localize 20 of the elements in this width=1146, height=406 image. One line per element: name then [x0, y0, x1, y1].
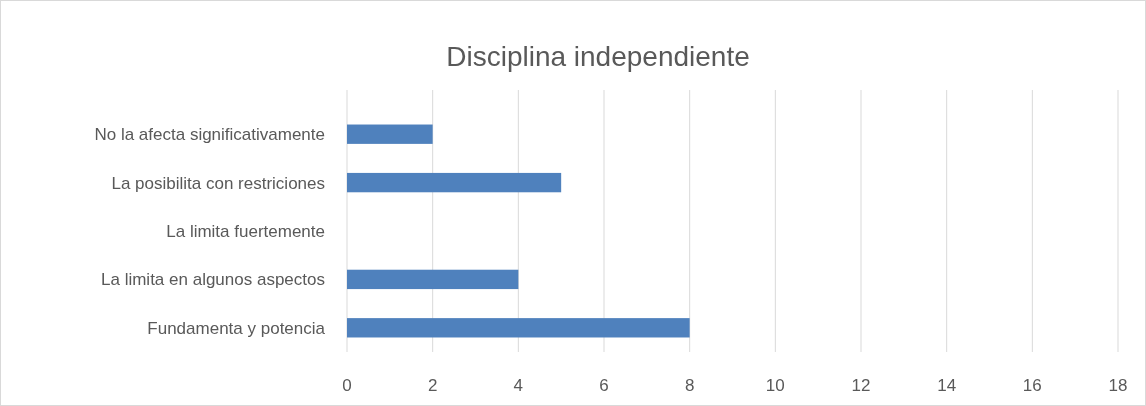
x-tick-label: 2: [427, 376, 438, 395]
y-tick-label: No la afecta significativamente: [94, 125, 325, 145]
bar: [347, 172, 562, 193]
y-tick-label: La limita fuertemente: [166, 221, 325, 241]
chart-title: Disciplina independiente: [446, 41, 750, 72]
x-tick-label: 18: [1108, 376, 1128, 395]
y-tick-label: La posibilita con restriciones: [111, 173, 325, 193]
x-tick-label: 10: [765, 376, 785, 395]
bar: [347, 124, 433, 144]
y-tick-label: La limita en algunos aspectos: [101, 270, 325, 290]
x-tick-label: 14: [937, 376, 957, 395]
x-tick-label: 6: [599, 376, 609, 395]
x-tick-label: 16: [1022, 376, 1042, 395]
x-tick-label: 12: [851, 376, 871, 395]
y-tick-label: Fundamenta y potencia: [147, 318, 326, 338]
x-tick-label: 8: [684, 376, 695, 395]
bar: [347, 318, 690, 338]
bar: [347, 269, 519, 290]
x-tick-label: 0: [342, 376, 352, 395]
x-tick-label: 4: [513, 376, 524, 395]
